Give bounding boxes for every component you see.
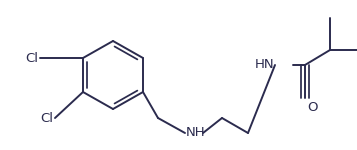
Text: Cl: Cl [25, 51, 38, 64]
Text: Cl: Cl [40, 111, 53, 124]
Text: HN: HN [255, 58, 274, 72]
Text: NH: NH [186, 126, 206, 140]
Text: O: O [307, 101, 317, 114]
